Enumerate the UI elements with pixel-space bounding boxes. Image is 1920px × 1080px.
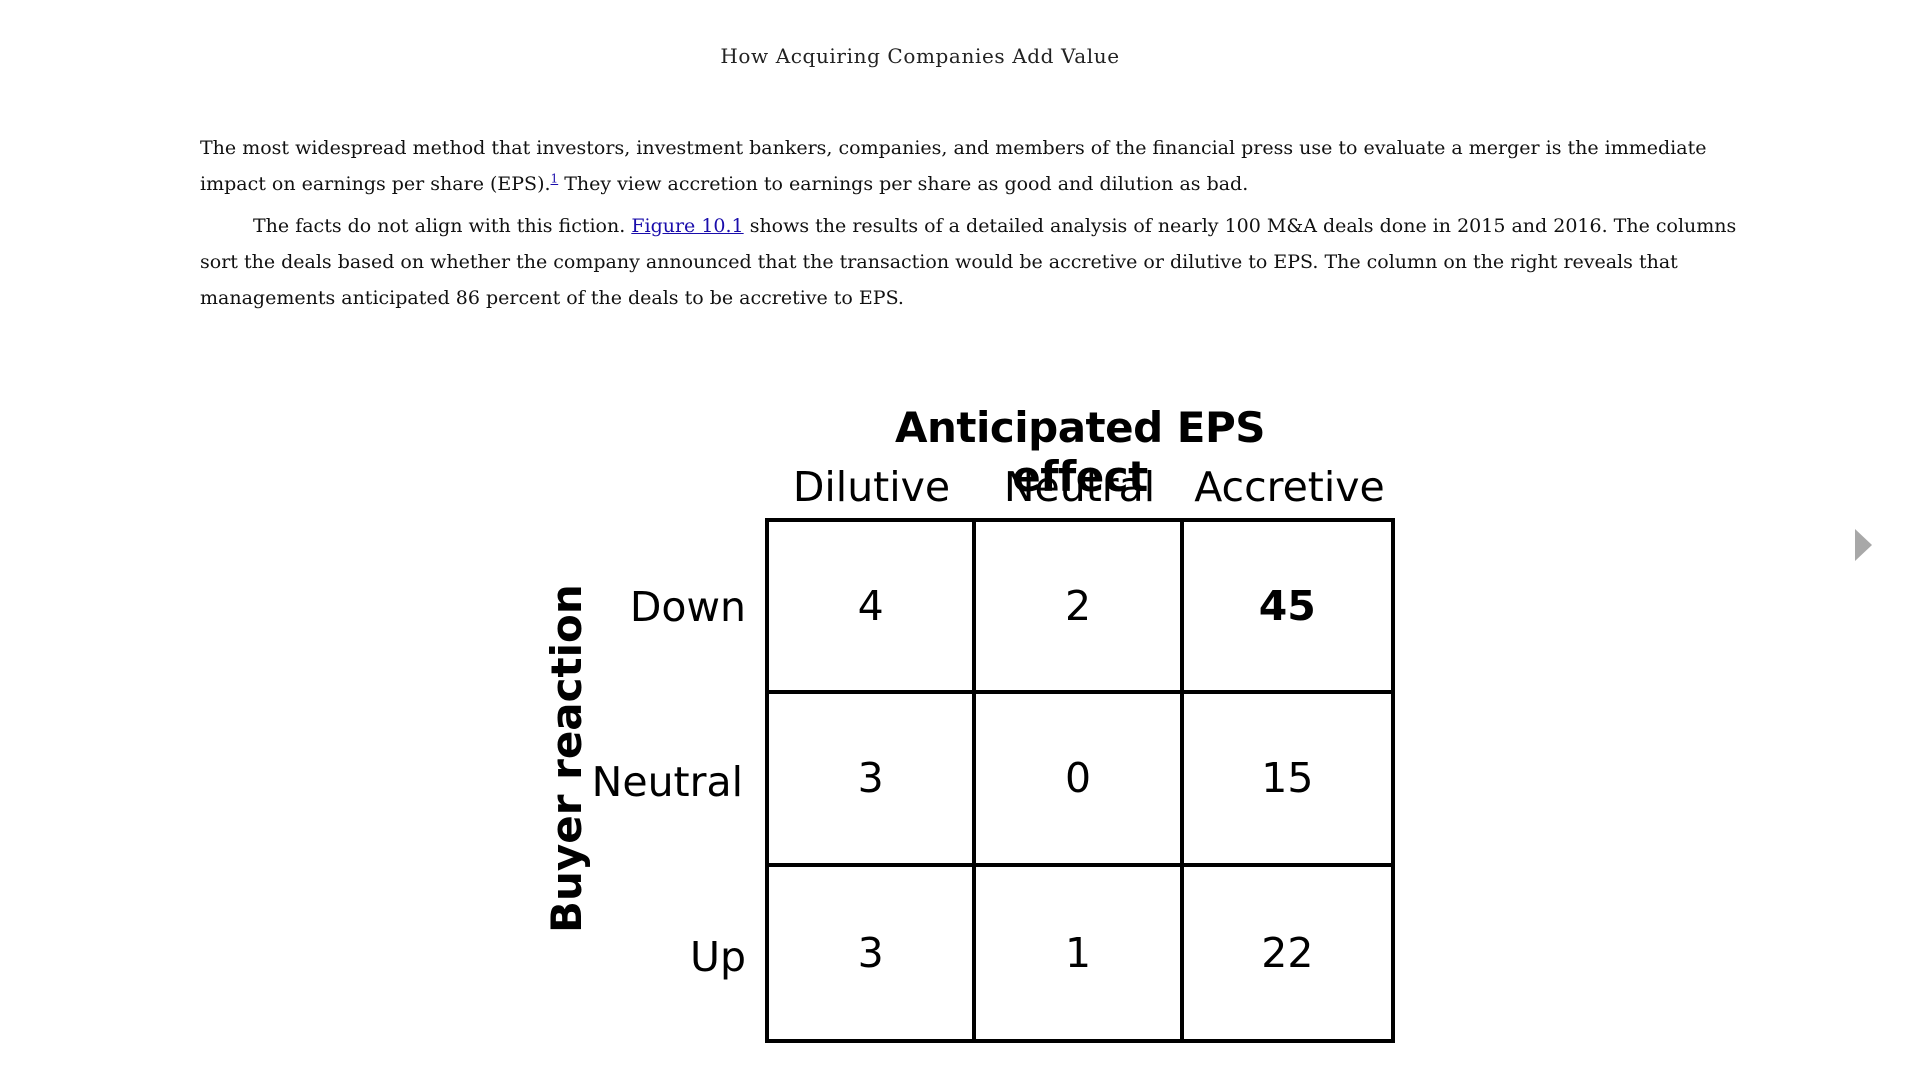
cell-up-neutral: 1 [976,866,1184,1039]
paragraph-2: The facts do not align with this fiction… [200,208,1746,316]
body-text: The most widespread method that investor… [200,130,1746,322]
cell-neutral-dilutive: 3 [769,694,977,867]
next-page-arrow-icon[interactable] [1855,529,1872,561]
row-header-down: Down [629,583,746,631]
paragraph-1-after: They view accretion to earnings per shar… [558,173,1249,195]
figure-title: Anticipated EPS effect [894,403,1266,501]
row-header-neutral: Neutral [591,758,743,806]
cell-neutral-accretive: 15 [1183,694,1391,867]
column-header-neutral: Neutral [1003,463,1156,511]
column-header-dilutive: Dilutive [792,463,951,511]
paragraph-1: The most widespread method that investor… [200,130,1746,202]
cell-down-dilutive: 4 [769,522,977,695]
paragraph-1-text: The most widespread method that investor… [200,137,1707,195]
eps-matrix: 4 2 45 3 0 15 3 1 22 [765,518,1395,1043]
cell-up-accretive: 22 [1261,928,1314,977]
footnote-ref-1[interactable]: 1 [550,171,559,186]
paragraph-2-after: shows the results of a detailed analysis… [200,215,1737,309]
cell-neutral-neutral: 0 [976,694,1184,867]
cell-up-dilutive: 3 [769,866,977,1039]
paragraph-2-before: The facts do not align with this fiction… [253,215,632,237]
cell-down-neutral: 2 [976,522,1184,695]
cell-down-accretive: 45 [1183,522,1391,695]
row-header-up: Up [689,933,746,981]
figure-10-1-link[interactable]: Figure 10.1 [631,215,744,237]
running-header: How Acquiring Companies Add Value [720,44,1120,68]
row-axis-label: Buyer reaction [542,584,591,933]
column-header-accretive: Accretive [1194,463,1385,511]
